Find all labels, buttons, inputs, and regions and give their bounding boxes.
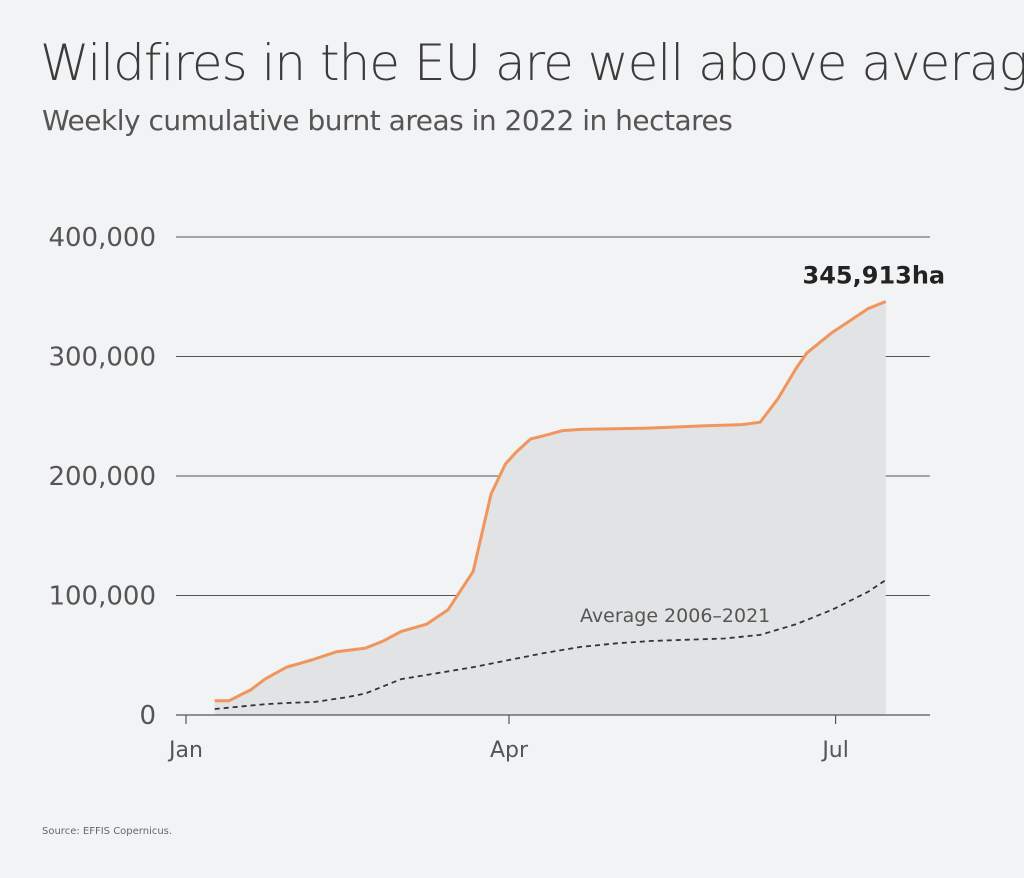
average-line [214,579,887,710]
x-tick-label: Apr [490,738,529,763]
chart-subtitle: Weekly cumulative burnt areas in 2022 in… [42,104,733,137]
end-value-label: 345,913ha [803,262,946,290]
y-tick-labels: 0 100,000 200,000 300,000 400,000 [48,223,156,731]
y-tick-label: 200,000 [48,462,156,492]
area-fill [214,301,886,715]
y-tick-label: 400,000 [48,223,156,253]
y-tick-label: 300,000 [48,343,156,373]
x-tick-label: Jan [167,738,203,763]
chart-title: Wildfires in the EU are well above avera… [40,34,1024,92]
y-tick-label: 0 [139,701,156,731]
source-note: Source: EFFIS Copernicus. [42,826,173,837]
average-series-label: Average 2006–2021 [580,605,770,627]
x-tick-label: Jul [820,738,849,763]
y-tick-label: 100,000 [48,582,156,612]
burnt-area-line [214,300,887,703]
x-axis: Jan Apr Jul [167,714,930,763]
